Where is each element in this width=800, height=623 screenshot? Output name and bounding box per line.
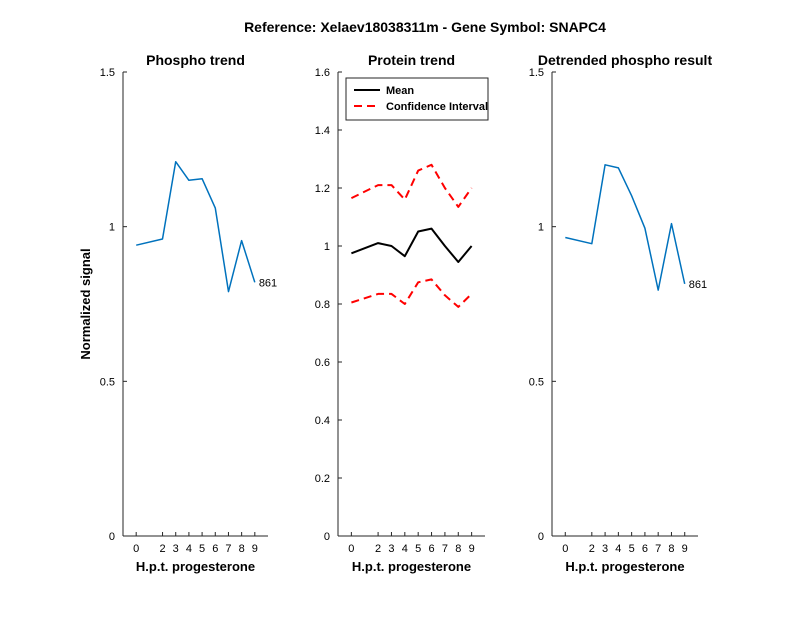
series-line-1: [351, 227, 473, 263]
x-tick-label: 0: [562, 543, 568, 555]
x-tick-label: 8: [239, 543, 245, 555]
y-tick-label: 0: [538, 531, 544, 543]
y-tick-label: 0: [324, 531, 330, 543]
figure-title: Reference: Xelaev18038311m - Gene Symbol…: [244, 19, 606, 35]
x-tick-label: 7: [225, 543, 231, 555]
x-tick-label: 0: [133, 543, 139, 555]
chart-title: Protein trend: [368, 52, 455, 68]
chart-title: Phospho trend: [146, 52, 245, 68]
x-tick-label: 0: [348, 543, 354, 555]
y-tick-label: 0.6: [315, 357, 330, 369]
x-tick-label: 3: [173, 543, 179, 555]
series-line-1: [565, 164, 686, 291]
y-tick-label: 0: [109, 531, 115, 543]
chart-1: Phospho trend 0 0.5 1 1.5 0 2 3 4 5 6 7 8 9 H.p.t. pro…: [78, 52, 277, 574]
y-tick-label: 1.2: [315, 183, 330, 195]
y-tick-label: 1.5: [100, 67, 115, 79]
series-line-3: [351, 278, 473, 308]
x-tick-label: 6: [642, 543, 648, 555]
x-tick-label: 5: [199, 543, 205, 555]
x-axis-label: H.p.t. progesterone: [352, 559, 471, 574]
legend-label: Confidence Interval: [386, 101, 488, 113]
chart-title: Detrended phospho result: [538, 52, 713, 68]
y-tick-label: 0.8: [315, 299, 330, 311]
y-tick-label: 1: [324, 241, 330, 253]
point-annotation: 861: [259, 277, 277, 289]
y-tick-label: 1.4: [315, 125, 330, 137]
x-tick-label: 3: [388, 543, 394, 555]
x-tick-label: 5: [415, 543, 421, 555]
legend-box: [345, 77, 489, 121]
x-tick-label: 9: [252, 543, 258, 555]
x-tick-label: 5: [629, 543, 635, 555]
y-axis-label: Normalized signal: [78, 248, 93, 359]
x-tick-label: 2: [159, 543, 165, 555]
y-tick-label: 1: [109, 222, 115, 234]
chart-2: Protein trend 0 0.2 0.4 0.6 0.8 1 1.2 1.4 1.6 0 2 3 4…: [315, 52, 489, 574]
x-tick-label: 4: [186, 543, 192, 555]
x-tick-label: 3: [602, 543, 608, 555]
x-tick-label: 2: [375, 543, 381, 555]
x-tick-label: 9: [682, 543, 688, 555]
y-tick-label: 1.5: [529, 67, 544, 79]
x-axis-label: H.p.t. progesterone: [136, 559, 255, 574]
x-tick-label: 8: [668, 543, 674, 555]
x-tick-label: 6: [428, 543, 434, 555]
series-line-1: [136, 160, 256, 293]
x-axis-label: H.p.t. progesterone: [565, 559, 684, 574]
legend: Mean Confidence Interval: [345, 77, 489, 121]
point-annotation: 861: [689, 279, 707, 291]
y-tick-label: 0.5: [529, 376, 544, 388]
y-tick-label: 0.4: [315, 415, 330, 427]
y-tick-label: 0.2: [315, 473, 330, 485]
legend-label: Mean: [386, 85, 414, 97]
x-tick-label: 7: [442, 543, 448, 555]
x-tick-label: 6: [212, 543, 218, 555]
x-tick-label: 2: [589, 543, 595, 555]
y-tick-label: 1.6: [315, 67, 330, 79]
x-tick-label: 9: [469, 543, 475, 555]
x-tick-label: 4: [615, 543, 621, 555]
y-tick-label: 0.5: [100, 376, 115, 388]
x-tick-label: 4: [402, 543, 408, 555]
series-line-2: [350, 163, 473, 208]
y-tick-label: 1: [538, 222, 544, 234]
x-tick-label: 8: [455, 543, 461, 555]
x-tick-label: 7: [655, 543, 661, 555]
